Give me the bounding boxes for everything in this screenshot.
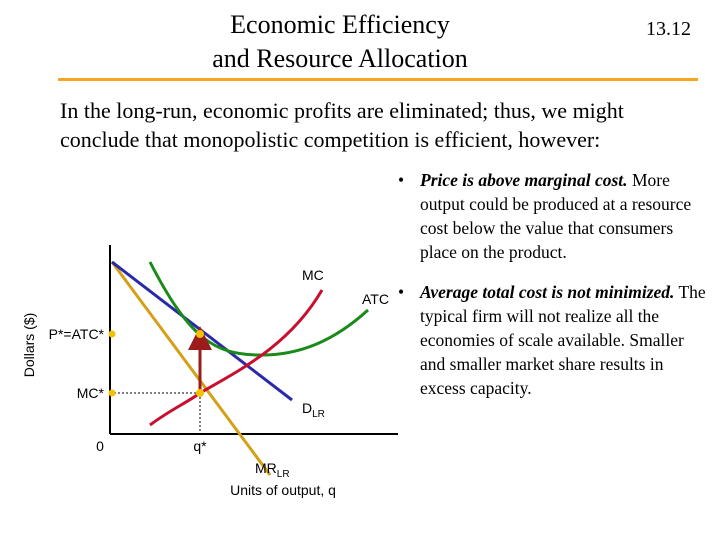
bullet-dot: • <box>398 282 405 302</box>
intro-text: In the long-run, economic profits are el… <box>60 98 624 152</box>
bullet-text: More output could be produced at a resou… <box>420 170 692 262</box>
title-line-1: Economic Efficiency <box>230 10 450 39</box>
y-axis-label: Dollars ($) <box>21 313 37 378</box>
mc-curve <box>149 289 324 427</box>
mr-curve-label: MRLR <box>255 460 290 480</box>
atc-curve <box>148 261 370 357</box>
equilibrium-point-upper <box>196 330 204 338</box>
bullet-emphasis: Price is above marginal cost. <box>420 170 628 190</box>
x-axis-label: Units of output, q <box>230 482 336 498</box>
mc-curve-label: MC <box>302 267 324 283</box>
demand-curve-label: DLR <box>302 400 325 420</box>
mc-axis-point <box>108 389 116 397</box>
slide-title: Economic Efficiency and Resource Allocat… <box>170 8 510 76</box>
mc-star-label: MC* <box>77 385 105 401</box>
origin-label: 0 <box>96 438 104 454</box>
bullet-item: • Price is above marginal cost. More out… <box>398 168 708 264</box>
mr-curve <box>110 261 272 476</box>
bullet-emphasis: Average total cost is not minimized. <box>420 282 675 302</box>
title-rule <box>58 78 698 81</box>
price-label: P*=ATC* <box>49 326 105 342</box>
price-axis-point <box>108 330 116 338</box>
atc-curve-label: ATC <box>362 291 389 307</box>
slide-number: 13.12 <box>646 18 691 40</box>
bullet-dot: • <box>398 170 405 190</box>
equilibrium-point-lower <box>196 389 204 397</box>
bullet-item: • Average total cost is not minimized. T… <box>398 280 708 400</box>
q-star-label: q* <box>193 438 207 454</box>
title-line-2: and Resource Allocation <box>212 44 468 73</box>
bullet-text: The typical firm will not realize all th… <box>420 282 706 398</box>
bullet-list: • Price is above marginal cost. More out… <box>398 168 708 416</box>
